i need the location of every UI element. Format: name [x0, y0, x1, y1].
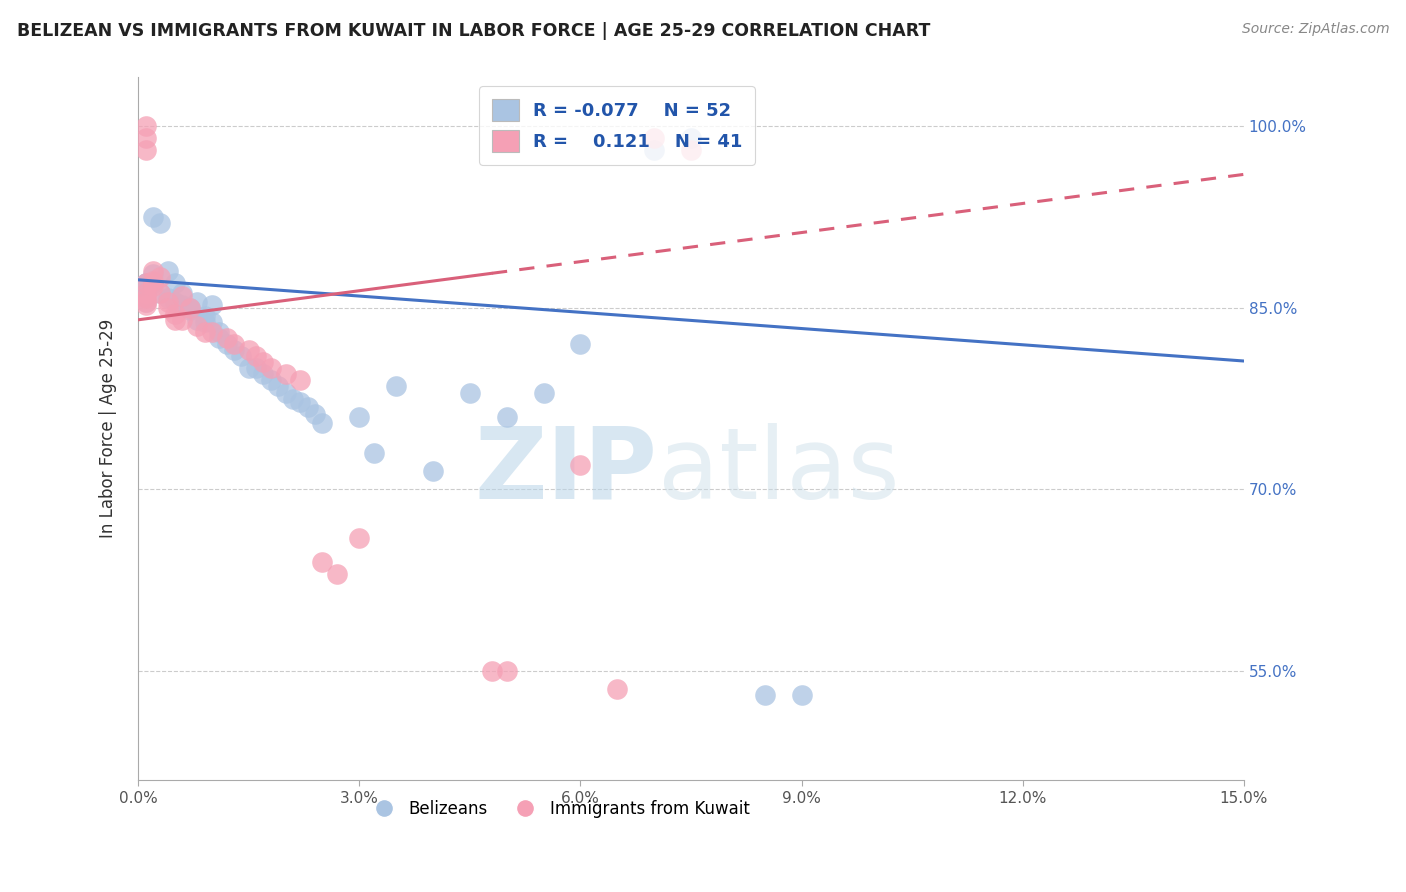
Point: [135, 119, 157, 133]
Point: [186, 313, 208, 327]
Point: [274, 368, 297, 382]
Point: [311, 416, 333, 430]
Point: [135, 131, 157, 145]
Point: [290, 395, 312, 409]
Point: [569, 337, 592, 351]
Point: [156, 291, 179, 305]
Point: [495, 409, 517, 424]
Point: [193, 315, 215, 329]
Point: [201, 315, 224, 329]
Point: [238, 343, 260, 357]
Point: [569, 458, 592, 473]
Point: [193, 309, 215, 323]
Point: [422, 464, 444, 478]
Point: [304, 407, 326, 421]
Point: [481, 665, 503, 679]
Point: [186, 294, 208, 309]
Point: [149, 216, 172, 230]
Point: [142, 277, 165, 291]
Point: [149, 270, 172, 285]
Point: [135, 291, 157, 305]
Point: [326, 567, 349, 582]
Point: [142, 267, 165, 281]
Point: [172, 288, 194, 302]
Point: [245, 349, 267, 363]
Point: [172, 313, 194, 327]
Point: [135, 277, 157, 291]
Point: [149, 286, 172, 301]
Text: ZIP: ZIP: [475, 423, 658, 519]
Point: [179, 303, 201, 318]
Point: [156, 301, 179, 315]
Point: [297, 400, 319, 414]
Point: [142, 210, 165, 224]
Point: [290, 373, 312, 387]
Point: [163, 307, 186, 321]
Point: [349, 531, 371, 545]
Point: [252, 355, 274, 369]
Point: [643, 143, 665, 157]
Point: [135, 277, 157, 291]
Point: [172, 298, 194, 312]
Text: atlas: atlas: [658, 423, 900, 519]
Point: [385, 379, 408, 393]
Point: [135, 286, 157, 301]
Point: [679, 131, 702, 145]
Point: [149, 286, 172, 301]
Point: [135, 298, 157, 312]
Y-axis label: In Labor Force | Age 25-29: In Labor Force | Age 25-29: [100, 319, 117, 539]
Point: [222, 343, 245, 357]
Point: [679, 143, 702, 157]
Point: [252, 368, 274, 382]
Point: [179, 301, 201, 315]
Point: [533, 385, 555, 400]
Point: [215, 331, 238, 345]
Point: [186, 318, 208, 333]
Point: [245, 361, 267, 376]
Point: [156, 294, 179, 309]
Point: [231, 349, 253, 363]
Point: [274, 385, 297, 400]
Point: [208, 331, 231, 345]
Point: [281, 392, 304, 406]
Text: BELIZEAN VS IMMIGRANTS FROM KUWAIT IN LABOR FORCE | AGE 25-29 CORRELATION CHART: BELIZEAN VS IMMIGRANTS FROM KUWAIT IN LA…: [17, 22, 931, 40]
Point: [172, 286, 194, 301]
Text: Source: ZipAtlas.com: Source: ZipAtlas.com: [1241, 22, 1389, 37]
Point: [349, 409, 371, 424]
Point: [142, 274, 165, 288]
Point: [495, 665, 517, 679]
Point: [643, 131, 665, 145]
Point: [311, 555, 333, 569]
Point: [142, 278, 165, 293]
Point: [135, 286, 157, 301]
Point: [156, 264, 179, 278]
Point: [754, 689, 776, 703]
Point: [201, 298, 224, 312]
Point: [238, 361, 260, 376]
Point: [193, 325, 215, 339]
Point: [135, 143, 157, 157]
Point: [790, 689, 813, 703]
Point: [201, 325, 224, 339]
Point: [163, 277, 186, 291]
Point: [260, 373, 283, 387]
Point: [222, 337, 245, 351]
Point: [260, 361, 283, 376]
Point: [208, 325, 231, 339]
Point: [135, 286, 157, 301]
Point: [163, 313, 186, 327]
Legend: Belizeans, Immigrants from Kuwait: Belizeans, Immigrants from Kuwait: [360, 793, 756, 825]
Point: [363, 446, 385, 460]
Point: [135, 294, 157, 309]
Point: [142, 264, 165, 278]
Point: [135, 294, 157, 309]
Point: [458, 385, 481, 400]
Point: [267, 379, 290, 393]
Point: [135, 277, 157, 291]
Point: [163, 294, 186, 309]
Point: [606, 682, 628, 697]
Point: [215, 337, 238, 351]
Point: [179, 301, 201, 315]
